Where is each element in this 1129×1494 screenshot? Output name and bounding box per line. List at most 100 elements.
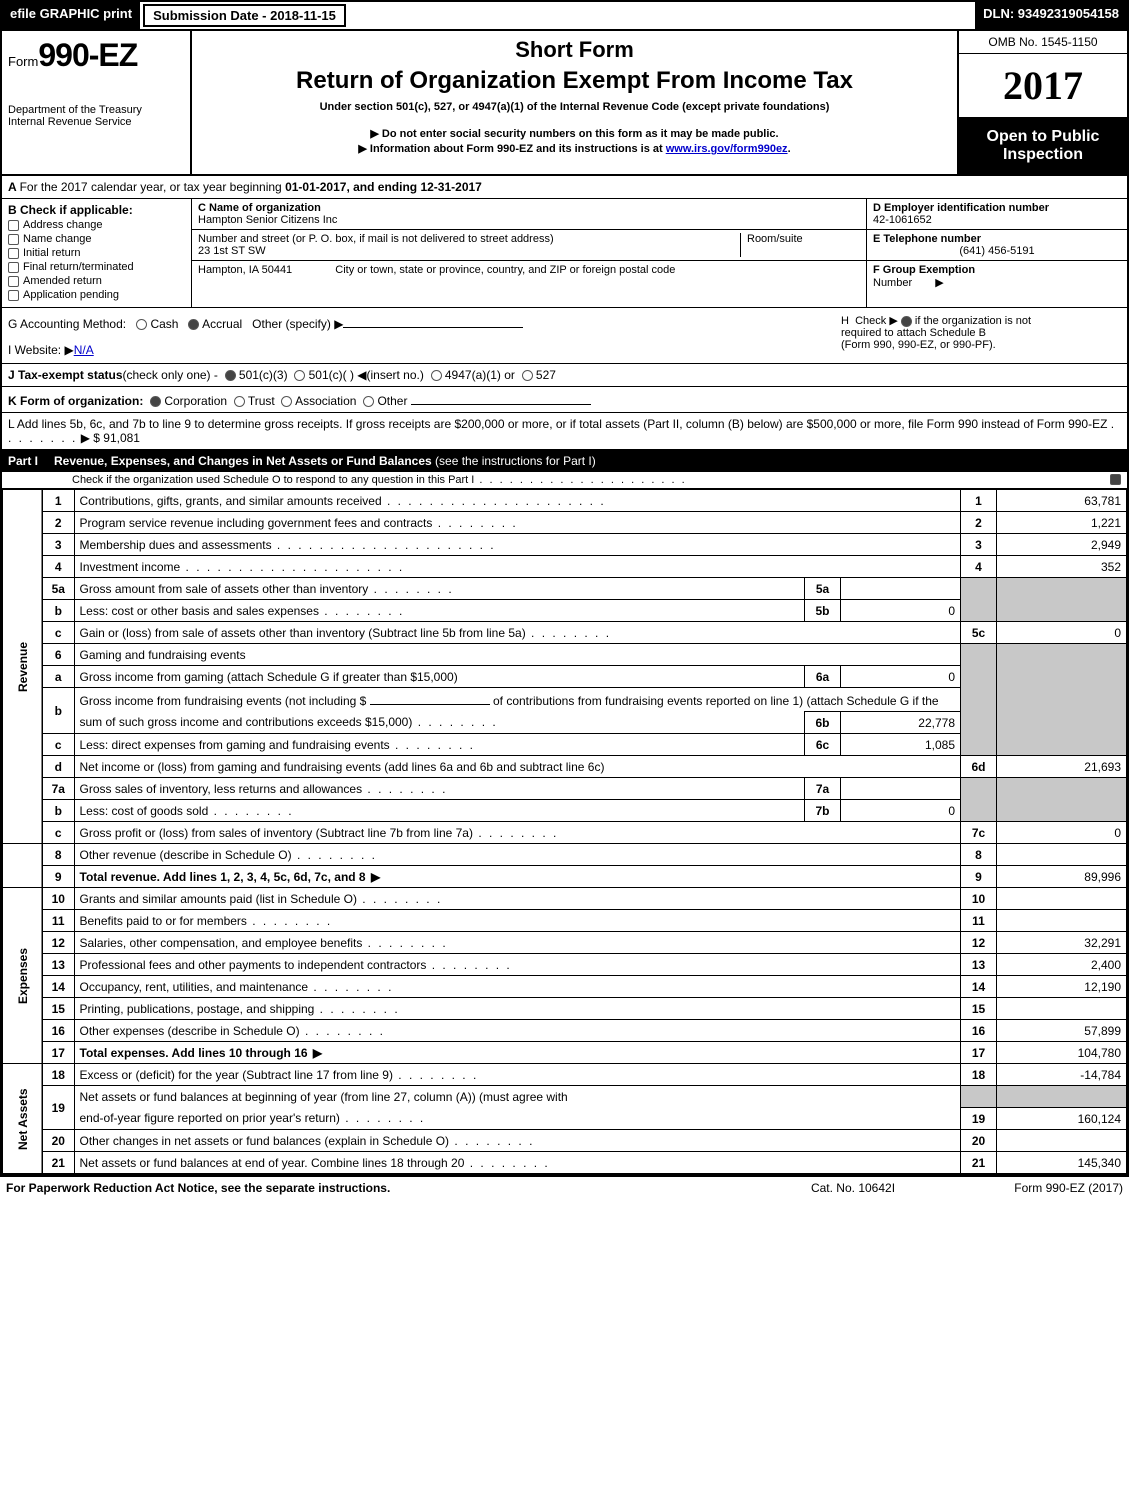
line-16-endnum: 16 bbox=[961, 1020, 997, 1042]
line-6a-num: a bbox=[42, 666, 74, 688]
shaded-19 bbox=[961, 1086, 997, 1108]
l-amount: $ 91,081 bbox=[93, 431, 140, 445]
f-label: F Group Exemption bbox=[873, 264, 975, 276]
submission-date-box: Submission Date - 2018-11-15 bbox=[143, 4, 346, 27]
b-item-0: Address change bbox=[23, 219, 103, 231]
line-2-value: 1,221 bbox=[997, 512, 1127, 534]
name-change-checkbox[interactable] bbox=[8, 234, 19, 245]
org-name: Hampton Senior Citizens Inc bbox=[198, 214, 860, 226]
line-21-num: 21 bbox=[42, 1152, 74, 1174]
other-specify-input[interactable] bbox=[343, 314, 523, 328]
j-4947-radio[interactable] bbox=[431, 370, 442, 381]
line-6d-num: d bbox=[42, 756, 74, 778]
line-18-endnum: 18 bbox=[961, 1064, 997, 1086]
j-501c-radio[interactable] bbox=[294, 370, 305, 381]
section-j: J Tax-exempt status(check only one) - 50… bbox=[2, 364, 1127, 387]
line-4-num: 4 bbox=[42, 556, 74, 578]
shaded-7v bbox=[997, 778, 1127, 822]
application-pending-checkbox[interactable] bbox=[8, 290, 19, 301]
line-6a-midnum: 6a bbox=[805, 666, 841, 688]
line-13-value: 2,400 bbox=[997, 954, 1127, 976]
i-label: I Website: ▶ bbox=[8, 343, 74, 357]
line-15-num: 15 bbox=[42, 998, 74, 1020]
line-6b-blank[interactable] bbox=[370, 691, 490, 705]
section-b: B Check if applicable: Address change Na… bbox=[2, 199, 192, 307]
k-label: K Form of organization: bbox=[8, 394, 143, 408]
line-13-endnum: 13 bbox=[961, 954, 997, 976]
line-3-num: 3 bbox=[42, 534, 74, 556]
accrual-radio[interactable] bbox=[188, 319, 199, 330]
under-section-text: Under section 501(c), 527, or 4947(a)(1)… bbox=[202, 101, 947, 113]
k-other-radio[interactable] bbox=[363, 396, 374, 407]
line-9-desc: Total revenue. Add lines 1, 2, 3, 4, 5c,… bbox=[80, 870, 366, 884]
cash-radio[interactable] bbox=[136, 319, 147, 330]
irs-link[interactable]: www.irs.gov/form990ez bbox=[666, 143, 788, 155]
form-990ez-container: efile GRAPHIC print Submission Date - 20… bbox=[0, 0, 1129, 1176]
line-2-desc: Program service revenue including govern… bbox=[80, 516, 433, 530]
omb-number: OMB No. 1545-1150 bbox=[959, 31, 1127, 54]
line-2-num: 2 bbox=[42, 512, 74, 534]
g-cash: Cash bbox=[150, 317, 178, 331]
address-change-checkbox[interactable] bbox=[8, 220, 19, 231]
k-corp-radio[interactable] bbox=[150, 396, 161, 407]
line-5b-midval: 0 bbox=[841, 600, 961, 622]
j-o3: 4947(a)(1) or bbox=[445, 368, 515, 382]
street-value: 23 1st ST SW bbox=[198, 245, 740, 257]
line-12-value: 32,291 bbox=[997, 932, 1127, 954]
amended-return-checkbox[interactable] bbox=[8, 276, 19, 287]
line-12-num: 12 bbox=[42, 932, 74, 954]
line-17-desc: Total expenses. Add lines 10 through 16 bbox=[80, 1046, 308, 1060]
line-5a-midval bbox=[841, 578, 961, 600]
schedule-o-checkbox[interactable] bbox=[1110, 474, 1121, 485]
line-18-desc: Excess or (deficit) for the year (Subtra… bbox=[80, 1068, 393, 1082]
j-501c3-radio[interactable] bbox=[225, 370, 236, 381]
ein-value: 42-1061652 bbox=[873, 214, 1121, 226]
line-20-desc: Other changes in net assets or fund bala… bbox=[80, 1134, 450, 1148]
line-6b-desc-pre: Gross income from fundraising events (no… bbox=[80, 694, 370, 708]
line-6-desc: Gaming and fundraising events bbox=[74, 644, 961, 666]
shaded-6v bbox=[997, 644, 1127, 756]
f-label2: Number bbox=[873, 277, 912, 289]
open-to-public: Open to Public Inspection bbox=[959, 118, 1127, 174]
j-527-radio[interactable] bbox=[522, 370, 533, 381]
j-o2: 501(c)( ) ◀(insert no.) bbox=[309, 368, 424, 382]
final-return-checkbox[interactable] bbox=[8, 262, 19, 273]
cat-number: Cat. No. 10642I bbox=[763, 1181, 943, 1195]
line-8-endnum: 8 bbox=[961, 844, 997, 866]
page-footer: For Paperwork Reduction Act Notice, see … bbox=[0, 1176, 1129, 1199]
line-1-desc: Contributions, gifts, grants, and simila… bbox=[80, 494, 382, 508]
line-12-endnum: 12 bbox=[961, 932, 997, 954]
line-4-endnum: 4 bbox=[961, 556, 997, 578]
a-text-mid: , and ending bbox=[346, 180, 420, 194]
line-6d-value: 21,693 bbox=[997, 756, 1127, 778]
h-txt3: (Form 990, 990-EZ, or 990-PF). bbox=[841, 339, 996, 351]
h-checkbox[interactable] bbox=[901, 316, 912, 327]
line-7c-num: c bbox=[42, 822, 74, 844]
k-trust-radio[interactable] bbox=[234, 396, 245, 407]
k-assoc-radio[interactable] bbox=[281, 396, 292, 407]
line-5a-midnum: 5a bbox=[805, 578, 841, 600]
initial-return-checkbox[interactable] bbox=[8, 248, 19, 259]
shaded-7 bbox=[961, 778, 997, 822]
form-number: 990-EZ bbox=[38, 37, 137, 73]
line-6a-midval: 0 bbox=[841, 666, 961, 688]
open-pub-2: Inspection bbox=[963, 146, 1123, 164]
line-11-value bbox=[997, 910, 1127, 932]
header-center: Short Form Return of Organization Exempt… bbox=[192, 31, 957, 174]
line-1-endnum: 1 bbox=[961, 490, 997, 512]
website-link[interactable]: N/A bbox=[74, 343, 94, 357]
k-other-input[interactable] bbox=[411, 391, 591, 405]
part1-note: (see the instructions for Part I) bbox=[432, 454, 596, 468]
footer-form: 990-EZ bbox=[1046, 1181, 1085, 1195]
j-o1: 501(c)(3) bbox=[239, 368, 288, 382]
open-pub-1: Open to Public bbox=[963, 128, 1123, 146]
line-3-endnum: 3 bbox=[961, 534, 997, 556]
line-6b-desc2: sum of such gross income and contributio… bbox=[80, 715, 413, 729]
line-5c-value: 0 bbox=[997, 622, 1127, 644]
efile-print-button[interactable]: efile GRAPHIC print bbox=[2, 2, 141, 29]
line-7c-endnum: 7c bbox=[961, 822, 997, 844]
line-17-endnum: 17 bbox=[961, 1042, 997, 1064]
line-19-endnum: 19 bbox=[961, 1108, 997, 1130]
line-5b-desc: Less: cost or other basis and sales expe… bbox=[80, 604, 319, 618]
line-9-num: 9 bbox=[42, 866, 74, 888]
